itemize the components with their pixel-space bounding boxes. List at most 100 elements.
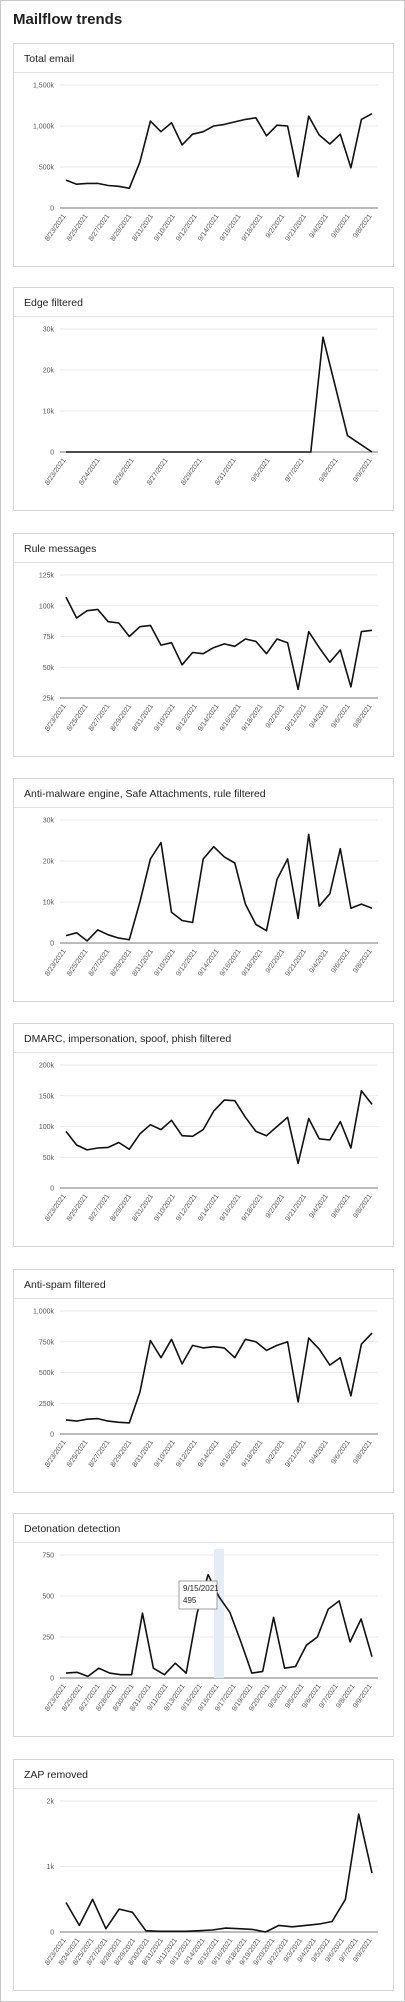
data-point[interactable] xyxy=(104,181,112,189)
data-point[interactable] xyxy=(355,1810,363,1818)
data-point[interactable] xyxy=(357,115,365,123)
data-point[interactable] xyxy=(157,1126,165,1134)
data-point[interactable] xyxy=(182,1669,190,1677)
data-point[interactable] xyxy=(305,112,313,120)
data-point[interactable] xyxy=(326,140,334,148)
data-point[interactable] xyxy=(128,1671,136,1679)
data-point[interactable] xyxy=(231,1097,239,1105)
series-line[interactable] xyxy=(65,1332,373,1424)
data-point[interactable] xyxy=(197,448,205,456)
data-point[interactable] xyxy=(226,1608,234,1616)
data-point[interactable] xyxy=(157,1354,165,1362)
data-point[interactable] xyxy=(94,926,102,934)
data-point[interactable] xyxy=(146,1337,154,1345)
data-point[interactable] xyxy=(294,685,302,693)
data-point[interactable] xyxy=(347,1144,355,1152)
data-point[interactable] xyxy=(315,1920,323,1928)
data-point[interactable] xyxy=(73,614,81,622)
data-point[interactable] xyxy=(189,130,197,138)
data-point[interactable] xyxy=(104,1143,112,1151)
series-line[interactable] xyxy=(65,112,373,190)
data-point[interactable] xyxy=(209,448,217,456)
data-point[interactable] xyxy=(139,1609,147,1617)
data-point[interactable] xyxy=(157,128,165,136)
data-point[interactable] xyxy=(336,646,344,654)
data-point[interactable] xyxy=(160,448,168,456)
data-point[interactable] xyxy=(157,641,165,649)
data-point[interactable] xyxy=(168,1335,176,1343)
data-point[interactable] xyxy=(284,639,292,647)
data-point[interactable] xyxy=(136,1388,144,1396)
data-point[interactable] xyxy=(99,448,107,456)
data-point[interactable] xyxy=(252,1127,260,1135)
data-point[interactable] xyxy=(115,1418,123,1426)
data-point[interactable] xyxy=(305,628,313,636)
data-point[interactable] xyxy=(94,1144,102,1152)
data-point[interactable] xyxy=(368,110,376,118)
data-point[interactable] xyxy=(129,1908,137,1916)
data-point[interactable] xyxy=(324,1605,332,1613)
data-point[interactable] xyxy=(326,658,334,666)
data-point[interactable] xyxy=(252,921,260,929)
data-point[interactable] xyxy=(125,1145,133,1153)
data-point[interactable] xyxy=(315,644,323,652)
series-line[interactable] xyxy=(65,596,373,691)
data-point[interactable] xyxy=(83,1415,91,1423)
data-point[interactable] xyxy=(357,628,365,636)
data-point[interactable] xyxy=(368,1100,376,1108)
data-point[interactable] xyxy=(258,448,266,456)
data-point[interactable] xyxy=(210,1343,218,1351)
data-point[interactable] xyxy=(357,1340,365,1348)
data-point[interactable] xyxy=(106,1669,114,1677)
data-point[interactable] xyxy=(301,1921,309,1929)
data-point[interactable] xyxy=(294,914,302,922)
data-point[interactable] xyxy=(168,119,176,127)
data-point[interactable] xyxy=(241,635,249,643)
data-point[interactable] xyxy=(294,173,302,181)
data-point[interactable] xyxy=(231,1354,239,1362)
data-point[interactable] xyxy=(233,448,241,456)
data-point[interactable] xyxy=(168,639,176,647)
data-point[interactable] xyxy=(313,1633,321,1641)
series-line[interactable] xyxy=(65,1813,373,1933)
data-point[interactable] xyxy=(357,1615,365,1623)
data-point[interactable] xyxy=(178,1132,186,1140)
data-point[interactable] xyxy=(341,1895,349,1903)
data-point[interactable] xyxy=(273,1123,281,1131)
data-point[interactable] xyxy=(220,120,228,128)
data-point[interactable] xyxy=(273,875,281,883)
data-point[interactable] xyxy=(62,1127,70,1135)
data-point[interactable] xyxy=(315,902,323,910)
data-point[interactable] xyxy=(102,1925,110,1933)
data-point[interactable] xyxy=(125,1419,133,1427)
data-point[interactable] xyxy=(347,904,355,912)
data-point[interactable] xyxy=(136,623,144,631)
data-point[interactable] xyxy=(336,845,344,853)
data-point[interactable] xyxy=(305,830,313,838)
data-point[interactable] xyxy=(73,180,81,188)
series-line[interactable] xyxy=(65,1573,373,1678)
data-point[interactable] xyxy=(83,937,91,945)
data-point[interactable] xyxy=(262,927,270,935)
data-point[interactable] xyxy=(220,640,228,648)
data-point[interactable] xyxy=(368,1869,376,1877)
data-point[interactable] xyxy=(346,1638,354,1646)
data-point[interactable] xyxy=(208,1926,216,1934)
data-point[interactable] xyxy=(94,605,102,613)
data-point[interactable] xyxy=(136,1130,144,1138)
data-point[interactable] xyxy=(357,900,365,908)
data-point[interactable] xyxy=(210,644,218,652)
series-line[interactable] xyxy=(65,833,373,942)
data-point[interactable] xyxy=(73,929,81,937)
data-point[interactable] xyxy=(123,448,131,456)
data-point[interactable] xyxy=(368,626,376,634)
data-point[interactable] xyxy=(178,916,186,924)
data-point[interactable] xyxy=(282,448,290,456)
data-point[interactable] xyxy=(189,648,197,656)
data-point[interactable] xyxy=(168,1116,176,1124)
data-point[interactable] xyxy=(111,448,119,456)
data-point[interactable] xyxy=(262,1132,270,1140)
data-point[interactable] xyxy=(84,1672,92,1680)
data-point[interactable] xyxy=(74,448,82,456)
data-point[interactable] xyxy=(199,650,207,658)
